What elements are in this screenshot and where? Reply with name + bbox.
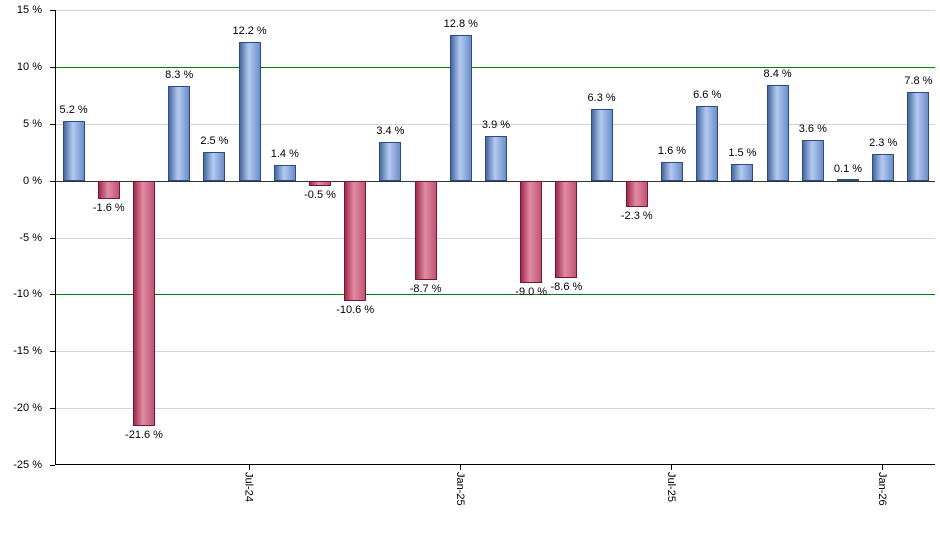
bar-value-label: 2.5 % [200, 135, 229, 148]
bar-value-label: 1.5 % [728, 146, 757, 159]
y-tick-label: -20 % [13, 402, 42, 415]
bar-value-label: 5.2 % [59, 104, 88, 117]
gridline [56, 123, 935, 125]
bar [309, 180, 331, 187]
bar [203, 152, 226, 181]
bar [168, 86, 191, 181]
y-tick-label: 15 % [16, 4, 42, 16]
bar [766, 85, 789, 181]
x-tick-mark [459, 465, 461, 470]
gridline [56, 408, 935, 410]
bar-value-label: -10.6 % [336, 304, 375, 317]
bar-value-label: 3.9 % [481, 119, 511, 132]
gridline [56, 351, 935, 353]
bar [414, 180, 437, 280]
bar-value-label: 1.4 % [270, 147, 299, 160]
y-tick-label: -5 % [19, 231, 42, 244]
bar-value-label: -8.6 % [550, 281, 583, 294]
bar [872, 154, 895, 181]
bar [837, 179, 859, 182]
bar [907, 91, 930, 181]
x-tick-label: Jan-26 [876, 472, 889, 506]
bar-value-label: 3.6 % [798, 122, 827, 135]
bar [379, 141, 402, 181]
y-tick-label: -15 % [13, 345, 42, 358]
x-tick-label: Jul-25 [665, 472, 677, 502]
bar [485, 136, 507, 181]
zero-line [56, 180, 935, 182]
bar-value-label: 6.3 % [587, 91, 616, 104]
bar-value-label: 12.8 % [443, 18, 478, 31]
bar [344, 180, 367, 302]
y-tick-mark [50, 294, 55, 296]
x-tick-mark [671, 465, 672, 470]
x-tick-mark [248, 465, 250, 470]
bar-value-label: 7.8 % [904, 74, 933, 87]
y-tick-label: -25 % [13, 459, 42, 471]
bar [625, 180, 648, 207]
y-tick-label: 5 % [23, 117, 42, 130]
bar-value-label: 1.6 % [657, 145, 687, 158]
bar-value-label: -8.7 % [409, 282, 442, 295]
y-tick-mark [50, 123, 55, 125]
bar [520, 180, 543, 283]
bar-value-label: 12.2 % [232, 24, 267, 37]
bar-value-label: -1.6 % [92, 201, 125, 214]
x-axis: Jul-24 Jan-25 Jul-25 Jan-26 [0, 465, 940, 550]
bar-value-label: -21.6 % [125, 429, 163, 442]
bar-value-label: -2.3 % [620, 209, 653, 222]
bar [133, 180, 155, 427]
y-axis: 15 % 10 % 5 % 0 % -5 % -10 % -15 % -20 % -25 % [0, 0, 55, 550]
plot-area: 5.2 % -1.6 % -21.6 % 8.3 % 2.5 % 12.2 % 1.4 % -… [55, 10, 935, 465]
bar [97, 180, 120, 199]
bar-value-label: -0.5 % [304, 189, 336, 202]
y-tick-mark [50, 351, 55, 353]
bar-value-label: 0.1 % [833, 162, 863, 175]
x-tick-mark [882, 465, 884, 470]
y-tick-label: 0 % [23, 174, 42, 187]
bar-value-label: 6.6 % [693, 88, 722, 101]
bar [555, 180, 578, 279]
highlight-gridline [56, 66, 935, 68]
y-tick-mark [50, 465, 55, 466]
bar-value-label: 2.3 % [869, 137, 898, 150]
bar [590, 108, 613, 181]
y-tick-label: 10 % [16, 60, 42, 73]
bar [273, 164, 296, 181]
y-tick-mark [50, 10, 55, 11]
bar [731, 163, 754, 181]
x-tick-label: Jul-24 [242, 472, 255, 502]
bar [801, 139, 824, 181]
bar [62, 121, 85, 181]
gridline [56, 10, 935, 11]
highlight-gridline [56, 294, 935, 296]
bar [238, 41, 261, 181]
bar-value-label: 8.3 % [165, 69, 194, 82]
x-tick-label: Jan-25 [453, 472, 466, 506]
y-tick-mark [50, 408, 55, 410]
gridline [56, 237, 935, 239]
bar [661, 162, 683, 181]
y-tick-mark [50, 237, 55, 239]
y-tick-mark [50, 66, 55, 68]
bar-value-label: 3.4 % [376, 124, 405, 137]
y-tick-label: -10 % [13, 288, 42, 301]
y-tick-mark [50, 180, 55, 182]
bar-value-label: -9.0 % [515, 286, 548, 298]
bar-value-label: 8.4 % [763, 68, 792, 81]
bar [449, 35, 472, 181]
bar [696, 105, 719, 181]
